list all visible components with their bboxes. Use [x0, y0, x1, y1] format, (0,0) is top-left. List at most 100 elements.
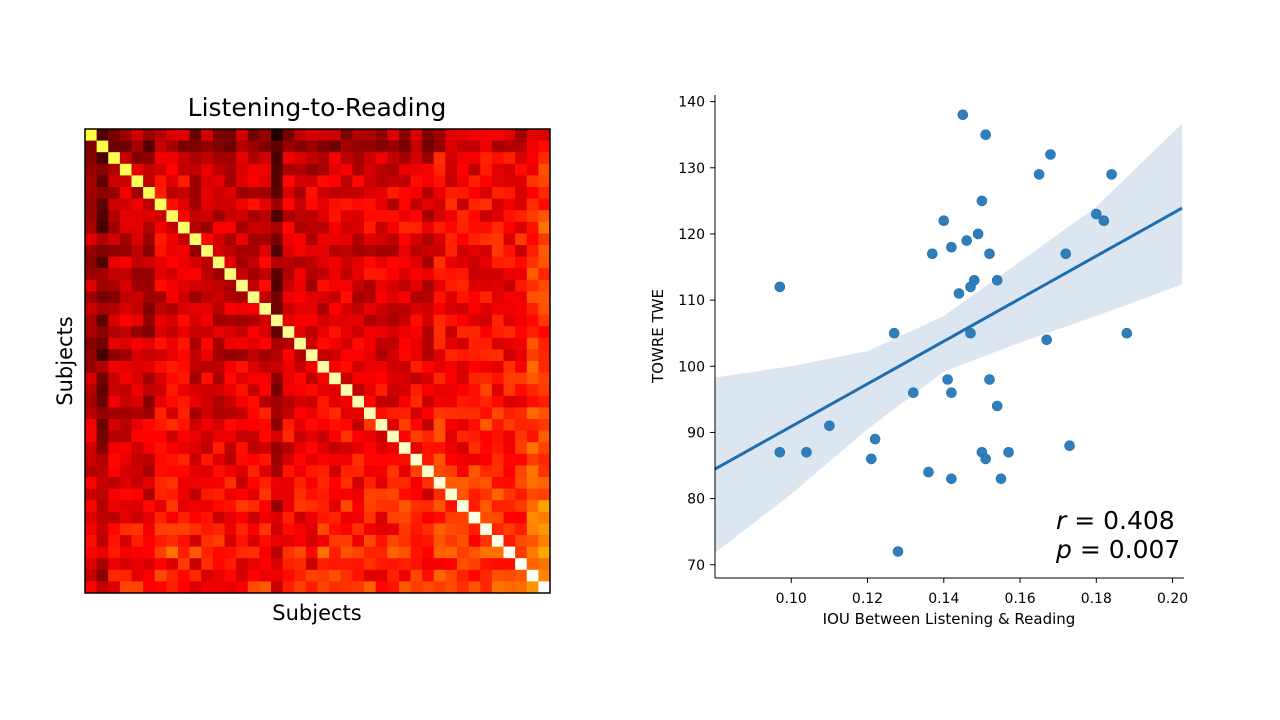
heatmap-cell — [387, 419, 400, 431]
heatmap-cell — [119, 419, 132, 431]
heatmap-cell — [108, 511, 121, 524]
heatmap-cell — [85, 245, 98, 257]
heatmap-cell — [422, 453, 435, 466]
heatmap-cell — [96, 279, 109, 292]
heatmap-cell — [491, 129, 504, 141]
heatmap-cell — [317, 407, 330, 420]
heatmap-cell — [398, 511, 411, 524]
heatmap-cell — [212, 163, 225, 176]
heatmap-cell — [433, 152, 446, 165]
heatmap-cell — [329, 245, 342, 257]
heatmap-cell — [538, 384, 551, 397]
heatmap-cell — [166, 569, 179, 582]
heatmap-cell — [85, 314, 98, 327]
heatmap-cell — [387, 337, 400, 350]
heatmap-cell — [259, 372, 272, 385]
heatmap-cell — [247, 256, 260, 269]
heatmap-cell — [305, 558, 318, 571]
heatmap-cell — [340, 256, 353, 269]
heatmap-cell — [166, 303, 179, 315]
heatmap-cell — [154, 129, 167, 141]
heatmap-cell — [422, 152, 435, 165]
heatmap-cell — [503, 372, 516, 385]
heatmap-cell — [271, 511, 284, 524]
heatmap-cell — [538, 268, 551, 281]
heatmap-cell — [526, 511, 539, 524]
heatmap-cell — [271, 407, 284, 420]
scatter-point — [1106, 169, 1117, 180]
heatmap-cell — [387, 279, 400, 292]
heatmap-cell — [271, 326, 284, 339]
heatmap-cell — [457, 303, 470, 315]
heatmap-cell — [410, 326, 423, 339]
heatmap-cell — [294, 442, 307, 455]
heatmap-cell — [119, 384, 132, 397]
heatmap-cell — [457, 361, 470, 373]
heatmap-cell — [236, 140, 249, 153]
heatmap-cell — [491, 163, 504, 176]
heatmap-cell — [119, 198, 132, 211]
heatmap-cell — [305, 129, 318, 141]
heatmap-cell — [154, 419, 167, 431]
heatmap-cell — [480, 245, 493, 257]
scatter-point — [957, 109, 969, 121]
heatmap-cell — [96, 442, 109, 455]
heatmap-cell — [515, 245, 528, 257]
heatmap-cell — [317, 175, 330, 188]
heatmap-cell — [108, 500, 121, 513]
heatmap-cell — [85, 163, 98, 176]
heatmap-cell — [352, 581, 365, 594]
heatmap-cell — [119, 569, 132, 582]
heatmap-cell — [189, 187, 202, 199]
r-annotation: r = 0.408 — [1056, 506, 1175, 535]
heatmap-cell — [201, 581, 214, 594]
heatmap-cell — [143, 163, 156, 176]
heatmap-cell — [166, 268, 179, 281]
heatmap-cell — [491, 291, 504, 304]
heatmap-cell — [108, 349, 121, 362]
heatmap-cell — [294, 152, 307, 165]
heatmap-cell — [108, 372, 121, 385]
heatmap-cell — [224, 303, 237, 315]
heatmap-cell — [503, 245, 516, 257]
heatmap-cell — [375, 198, 388, 211]
heatmap-cell — [387, 303, 400, 315]
heatmap-cell — [201, 395, 214, 408]
heatmap-cell — [364, 326, 377, 339]
heatmap-cell — [224, 291, 237, 304]
heatmap-cell — [166, 523, 179, 536]
heatmap-cell — [236, 500, 249, 513]
heatmap-cell — [166, 152, 179, 165]
heatmap-cell — [178, 326, 191, 339]
heatmap-cell — [85, 279, 98, 292]
heatmap-cell — [364, 140, 377, 153]
heatmap-cell — [85, 581, 98, 594]
heatmap-cell — [364, 129, 377, 141]
heatmap-cell — [457, 488, 470, 501]
heatmap-cell — [85, 152, 98, 165]
heatmap-cell — [317, 303, 330, 315]
heatmap-cell — [305, 372, 318, 385]
heatmap-cell — [410, 511, 423, 524]
heatmap-cell — [422, 210, 435, 223]
heatmap-cell — [340, 419, 353, 431]
heatmap-cell — [294, 140, 307, 153]
heatmap-cell — [457, 430, 470, 443]
heatmap-cell — [247, 279, 260, 292]
heatmap-cell — [189, 372, 202, 385]
heatmap-cell — [247, 198, 260, 211]
heatmap-cell — [282, 140, 295, 153]
scatter-point — [965, 327, 976, 339]
heatmap-cell — [119, 395, 132, 408]
heatmap-cell — [329, 187, 342, 199]
heatmap-cell — [445, 430, 458, 443]
heatmap-cell — [271, 279, 284, 292]
heatmap-cell — [108, 569, 121, 582]
heatmap-cell — [515, 152, 528, 165]
heatmap-cell — [480, 163, 493, 176]
heatmap-cell — [422, 221, 435, 234]
heatmap-cell — [515, 546, 528, 559]
heatmap-cell — [85, 465, 98, 478]
heatmap-cell — [445, 488, 458, 501]
heatmap-cell — [480, 453, 493, 466]
